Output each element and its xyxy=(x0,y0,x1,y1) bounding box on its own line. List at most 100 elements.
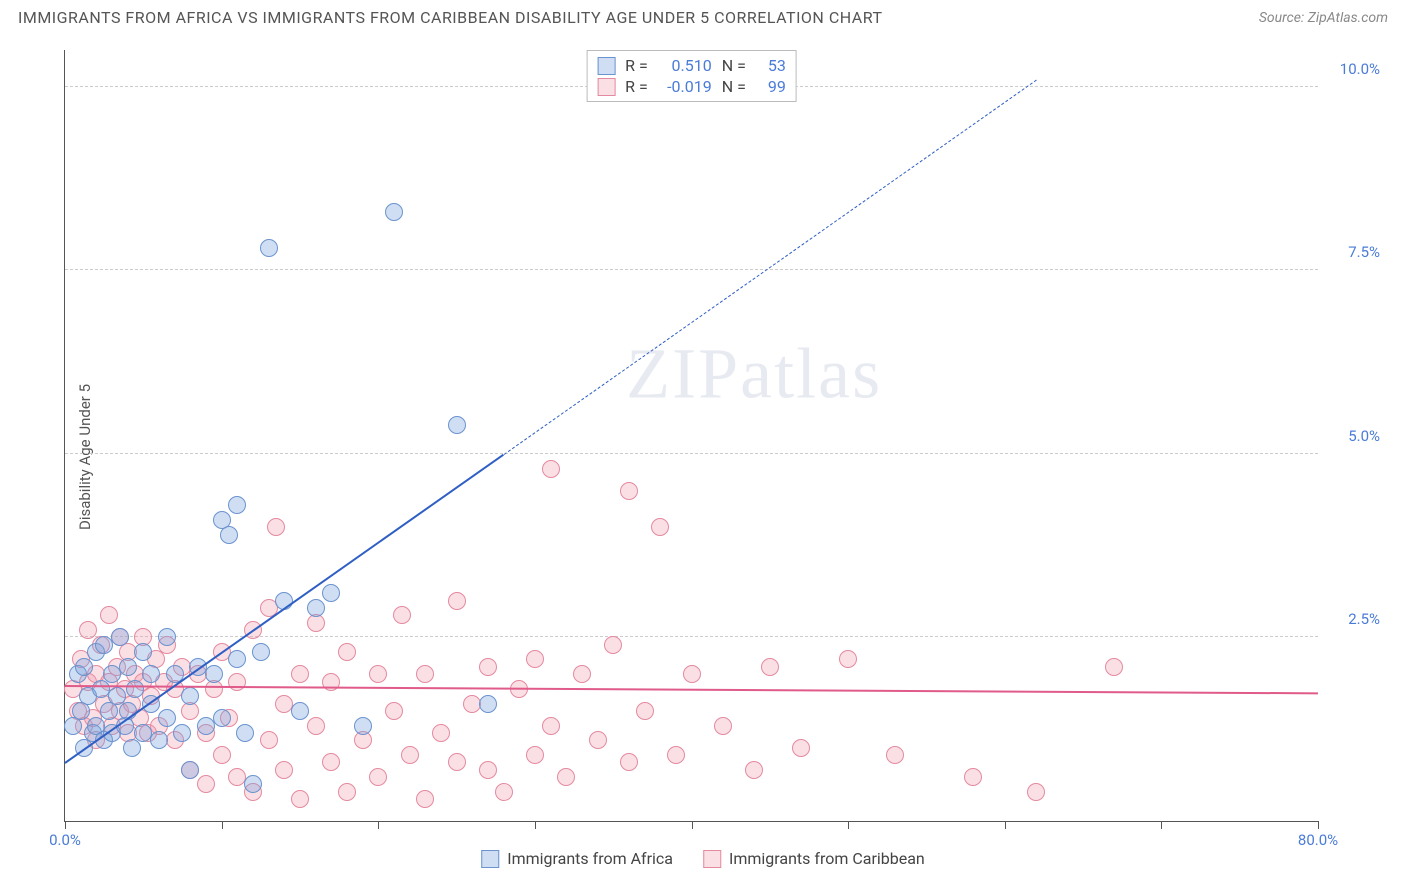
series2-point xyxy=(526,650,544,668)
series2-point xyxy=(964,768,982,786)
stats-row-1: R = 0.510 N = 53 xyxy=(597,55,786,76)
chart-container: Disability Age Under 5 ZIPatlas R = 0.51… xyxy=(18,40,1388,874)
series2-point xyxy=(267,518,285,536)
chart-source: Source: ZipAtlas.com xyxy=(1259,10,1388,26)
series1-swatch xyxy=(597,57,615,75)
series2-point xyxy=(683,665,701,683)
xtick xyxy=(1318,821,1319,829)
series2-point xyxy=(79,621,97,639)
series1-point xyxy=(126,680,144,698)
series1-point xyxy=(322,584,340,602)
gridline xyxy=(65,453,1318,454)
legend-swatch-2 xyxy=(703,850,721,868)
watermark-thin: atlas xyxy=(740,333,882,413)
xtick xyxy=(848,821,849,829)
series1-point xyxy=(228,650,246,668)
series1-point xyxy=(123,739,141,757)
stats-n-label-1: N = xyxy=(722,56,746,75)
series1-point xyxy=(479,695,497,713)
xtick-label-start: 0.0% xyxy=(49,831,81,849)
series2-point xyxy=(526,746,544,764)
stats-r-label-2: R = xyxy=(625,77,648,96)
series2-point xyxy=(542,717,560,735)
series2-point xyxy=(432,724,450,742)
series2-point xyxy=(275,761,293,779)
series1-point xyxy=(307,599,325,617)
series2-point xyxy=(636,702,654,720)
xtick xyxy=(378,821,379,829)
series2-point xyxy=(197,775,215,793)
series2-point xyxy=(651,518,669,536)
series2-point xyxy=(385,702,403,720)
series2-point xyxy=(589,731,607,749)
series1-point xyxy=(75,658,93,676)
xtick xyxy=(1005,821,1006,829)
ytick-label: 10.0% xyxy=(1340,60,1380,78)
series1-point xyxy=(220,526,238,544)
watermark: ZIPatlas xyxy=(626,332,882,415)
series2-point xyxy=(291,665,309,683)
series1-trendline xyxy=(64,454,504,764)
series1-point xyxy=(244,775,262,793)
series2-point xyxy=(416,665,434,683)
series1-trendline-extrapolated xyxy=(503,79,1036,454)
series2-point xyxy=(620,482,638,500)
plot-area: ZIPatlas R = 0.510 N = 53 R = -0.019 N =… xyxy=(64,50,1318,822)
series1-point xyxy=(119,658,137,676)
series2-point xyxy=(448,592,466,610)
series2-point xyxy=(557,768,575,786)
series2-point xyxy=(604,636,622,654)
series2-point xyxy=(495,783,513,801)
series2-point xyxy=(620,753,638,771)
series2-point xyxy=(338,783,356,801)
series1-point xyxy=(213,709,231,727)
series2-point xyxy=(416,790,434,808)
series2-point xyxy=(322,753,340,771)
xtick xyxy=(222,821,223,829)
series2-point xyxy=(745,761,763,779)
series1-point xyxy=(181,687,199,705)
series2-point xyxy=(401,746,419,764)
stats-r-value-1: 0.510 xyxy=(658,56,712,75)
series2-point xyxy=(1027,783,1045,801)
xtick xyxy=(535,821,536,829)
stats-n-value-2: 99 xyxy=(756,77,786,96)
series2-point xyxy=(839,650,857,668)
series2-point xyxy=(1105,658,1123,676)
series1-point xyxy=(158,628,176,646)
series2-point xyxy=(307,717,325,735)
series2-point xyxy=(338,643,356,661)
stats-r-label-1: R = xyxy=(625,56,648,75)
series1-point xyxy=(111,628,129,646)
series1-point xyxy=(228,496,246,514)
series2-point xyxy=(667,746,685,764)
series1-point xyxy=(354,717,372,735)
series1-point xyxy=(134,643,152,661)
xtick xyxy=(1161,821,1162,829)
series2-swatch xyxy=(597,78,615,96)
series2-point xyxy=(886,746,904,764)
xtick xyxy=(65,821,66,829)
series2-point xyxy=(213,746,231,764)
series1-point xyxy=(291,702,309,720)
series1-point xyxy=(181,761,199,779)
series2-point xyxy=(448,753,466,771)
series2-point xyxy=(369,768,387,786)
series2-point xyxy=(393,606,411,624)
series1-point xyxy=(150,731,168,749)
stats-n-label-2: N = xyxy=(722,77,746,96)
chart-header: IMMIGRANTS FROM AFRICA VS IMMIGRANTS FRO… xyxy=(0,0,1406,33)
series2-point xyxy=(792,739,810,757)
legend-item-2: Immigrants from Caribbean xyxy=(703,849,925,868)
series2-point xyxy=(260,731,278,749)
series1-point xyxy=(205,665,223,683)
series2-point xyxy=(100,606,118,624)
stats-row-2: R = -0.019 N = 99 xyxy=(597,76,786,97)
watermark-bold: ZIP xyxy=(626,333,740,413)
series2-point xyxy=(479,761,497,779)
stats-n-value-1: 53 xyxy=(756,56,786,75)
series1-point xyxy=(236,724,254,742)
series1-point xyxy=(448,416,466,434)
series2-point xyxy=(291,790,309,808)
legend-item-1: Immigrants from Africa xyxy=(481,849,673,868)
